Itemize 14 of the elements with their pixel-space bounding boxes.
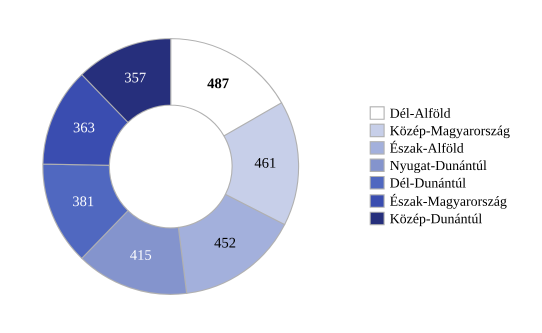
legend-label: Dél-Dunántúl	[390, 178, 466, 188]
data-label: 357	[124, 72, 146, 82]
data-label: 381	[73, 196, 94, 206]
legend-label: Nyugat-Dunántúl	[390, 160, 487, 174]
data-label: 363	[74, 122, 94, 132]
data-label: 452	[214, 238, 236, 248]
legend-label: Dél-Alföld	[390, 108, 450, 118]
data-label: 415	[130, 250, 152, 260]
legend-label: Közép-Dunántúl	[390, 214, 482, 226]
legend-label: Közép-Magyarország	[390, 126, 510, 138]
data-label: 461	[254, 158, 276, 168]
legend-label: Észak-Alföld	[390, 140, 464, 153]
legend-label: Észak-Magyarország	[390, 194, 507, 209]
data-label: 487	[207, 78, 229, 88]
